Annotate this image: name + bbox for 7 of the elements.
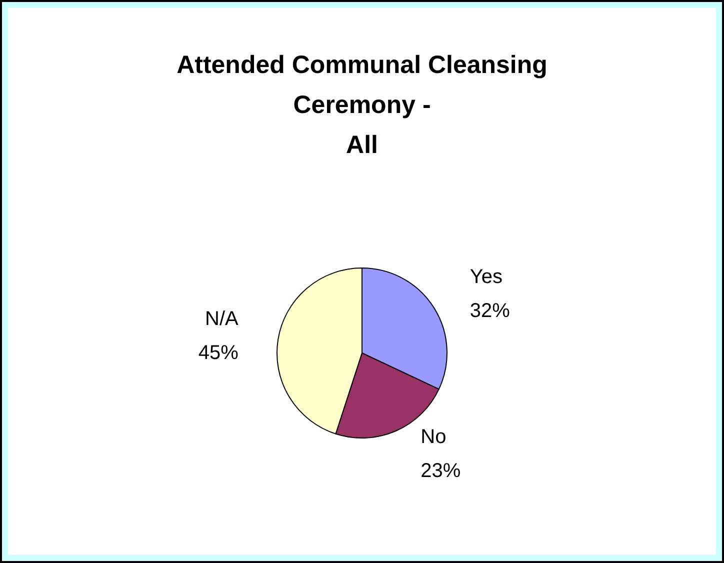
slice-label: Yes [470,266,503,288]
slice-label: No [420,426,446,448]
chart-title: Attended Communal Cleansing Ceremony - All [176,51,548,159]
slice-label: N/A [205,308,240,330]
data-label: 23% [420,460,461,482]
data-label: 32% [470,300,510,322]
data-label: 45% [198,342,239,364]
